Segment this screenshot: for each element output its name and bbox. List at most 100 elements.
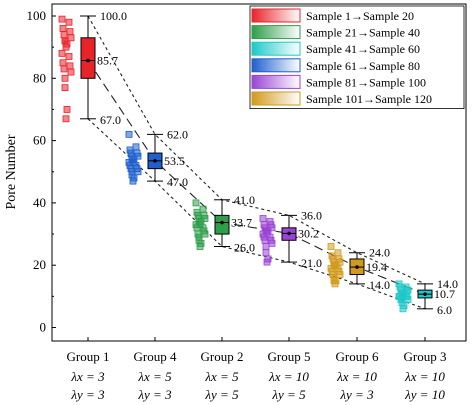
x-param-label: λy = 10 [404,387,445,402]
legend-swatch [251,74,301,89]
sample-point [132,143,140,151]
sample-point [60,31,68,39]
box-group-6 [417,283,433,310]
sample-point [65,53,73,60]
sample-point [66,28,74,35]
box-group-2 [147,133,163,182]
axes: 0 20 40 60 80 100 Group 1 λx = 3 λy = 3 Group 4 λx… [27,8,447,402]
y-tick-label: 60 [33,133,46,148]
x-param-label: λx = 3 [70,369,105,384]
sample-point [404,296,412,303]
sample-point [125,130,133,138]
box-group-1 [80,15,96,120]
sample-point [134,168,142,176]
sample-point [193,224,201,232]
box [80,37,96,79]
trend-line-min [87,118,426,310]
x-tick-label: Group 3 [404,349,447,364]
box-group-4 [281,214,297,263]
legend-label: Sample 81→Sample 100 [306,75,426,89]
legend-swatch [251,8,301,23]
legend-label: Sample 41→Sample 60 [306,42,420,56]
label-mean: 85.7 [97,54,118,68]
sample-point [65,18,73,26]
boxes [80,15,433,310]
sample-point [199,205,207,213]
y-tick-label: 80 [33,70,46,85]
x-param-label: λx = 5 [137,369,172,384]
x-tick-label: Group 4 [134,349,177,364]
label-mean: 53.5 [164,154,185,168]
y-tick-label: 20 [33,257,46,272]
mean-marker [153,159,157,163]
sample-point [61,74,69,82]
sample-point [67,34,75,42]
sample-point [263,258,271,266]
sample-point [63,106,71,113]
label-min: 14.0 [369,278,390,292]
trend-lines [87,15,426,310]
sample-point [58,15,66,23]
sample-point [58,49,66,57]
sample-point [399,305,407,313]
x-tick-label: Group 5 [268,349,311,364]
x-param-label: λy = 3 [70,387,105,402]
label-max: 62.0 [167,127,188,141]
mean-marker [287,231,291,236]
legend-swatch [251,58,301,73]
x-param-label: λx = 10 [268,369,309,384]
legend: Sample 1→Sample 20 Sample 21→Sample 40 Sam… [249,5,465,109]
legend-swatch [251,25,301,40]
sample-point [331,280,339,288]
y-tick-label: 40 [33,195,46,210]
sample-point [192,199,200,207]
legend-swatch [251,91,301,106]
y-axis-title: Pore Number [4,134,19,209]
sample-point [334,249,342,257]
label-max: 41.0 [234,193,255,207]
box-group-3 [214,199,230,248]
x-param-label: λy = 5 [204,387,239,402]
sample-point [336,271,344,278]
sample-point [59,59,67,67]
sample-point [196,243,204,250]
y-tick-label: 0 [40,320,47,335]
mean-marker [355,265,359,269]
trend-line-mean [87,60,426,295]
label-min: 26.0 [234,241,255,255]
mean-marker [220,220,224,225]
sample-point [62,43,70,51]
label-mean: 33.7 [231,216,252,230]
x-param-label: λy = 5 [271,387,306,402]
sample-point [327,243,335,250]
sample-point [61,84,69,92]
legend-label: Sample 61→Sample 80 [306,59,420,73]
legend-swatch [251,41,301,56]
mean-marker [423,292,427,296]
sample-point [262,243,270,250]
sample-points [58,15,412,313]
plot-frame [51,3,467,342]
label-max: 100.0 [100,9,127,23]
sample-point [259,215,267,222]
label-mean: 10.7 [434,287,455,301]
legend-label: Sample 1→Sample 20 [306,9,414,23]
x-param-label: λx = 10 [336,369,377,384]
label-max: 24.0 [369,246,390,260]
x-tick-label: Group 2 [201,349,244,364]
plot-area [51,3,467,342]
label-mean: 19.4 [366,260,387,274]
x-tick-label: Group 1 [67,349,110,364]
legend-label: Sample 101→Sample 120 [306,92,432,106]
x-tick-label: Group 6 [336,349,379,364]
y-tick-label: 100 [27,8,47,23]
label-min: 67.0 [100,113,121,127]
x-param-label: λx = 5 [204,369,239,384]
sample-point [261,236,269,244]
label-min: 21.0 [301,256,322,270]
mean-marker [86,58,90,63]
trend-line-max [87,15,426,285]
label-min: 6.0 [437,303,452,317]
label-max: 36.0 [301,208,322,222]
